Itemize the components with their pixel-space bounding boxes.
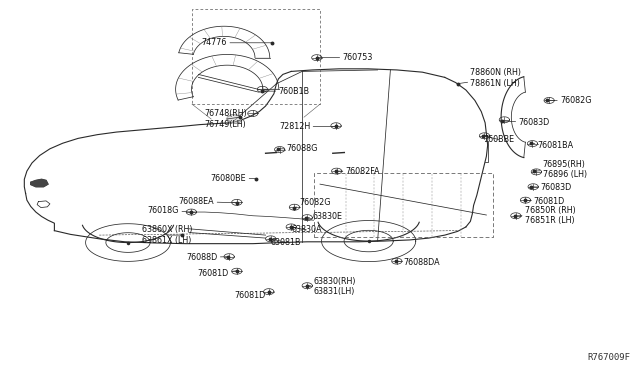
Text: 76895(RH)
76896 (LH): 76895(RH) 76896 (LH) <box>534 160 587 179</box>
Text: 63830E: 63830E <box>306 212 342 221</box>
Text: 76081D: 76081D <box>525 197 564 206</box>
Text: 760BBE: 760BBE <box>483 135 515 144</box>
Text: 76088D: 76088D <box>186 253 228 262</box>
Text: 76081D: 76081D <box>234 291 269 300</box>
Text: 76088DA: 76088DA <box>396 258 440 267</box>
Text: 63860X (RH)
63861X (LH): 63860X (RH) 63861X (LH) <box>142 225 193 245</box>
Text: 76082FA: 76082FA <box>336 167 380 176</box>
Text: 72812H: 72812H <box>279 122 336 131</box>
Text: 76081D: 76081D <box>198 269 237 278</box>
Text: 76081BA: 76081BA <box>531 141 573 150</box>
Text: 76748(RH)
76749(LH): 76748(RH) 76749(LH) <box>205 109 248 129</box>
Text: 76080BE: 76080BE <box>211 174 256 183</box>
Text: 760753: 760753 <box>317 53 372 62</box>
Polygon shape <box>227 115 242 124</box>
Text: 760B1B: 760B1B <box>262 87 310 96</box>
Text: 76082G: 76082G <box>294 198 331 208</box>
Text: 63081B: 63081B <box>270 238 301 247</box>
Text: 78860N (RH)
78861N (LH): 78860N (RH) 78861N (LH) <box>458 68 522 88</box>
Text: 74776: 74776 <box>202 38 272 47</box>
Text: 76088EA: 76088EA <box>179 197 237 206</box>
Text: 63830A: 63830A <box>291 225 322 234</box>
Text: 63830(RH)
63831(LH): 63830(RH) 63831(LH) <box>307 277 356 296</box>
Text: 76083D: 76083D <box>502 118 550 127</box>
Text: R767009F: R767009F <box>588 353 630 362</box>
Text: 76850R (RH)
76851R (LH): 76850R (RH) 76851R (LH) <box>515 206 575 225</box>
Text: 76018G: 76018G <box>148 206 191 215</box>
Text: 76088G: 76088G <box>278 144 318 153</box>
Polygon shape <box>31 179 48 187</box>
Text: 76082G: 76082G <box>547 96 591 105</box>
Text: 76083D: 76083D <box>531 183 572 192</box>
